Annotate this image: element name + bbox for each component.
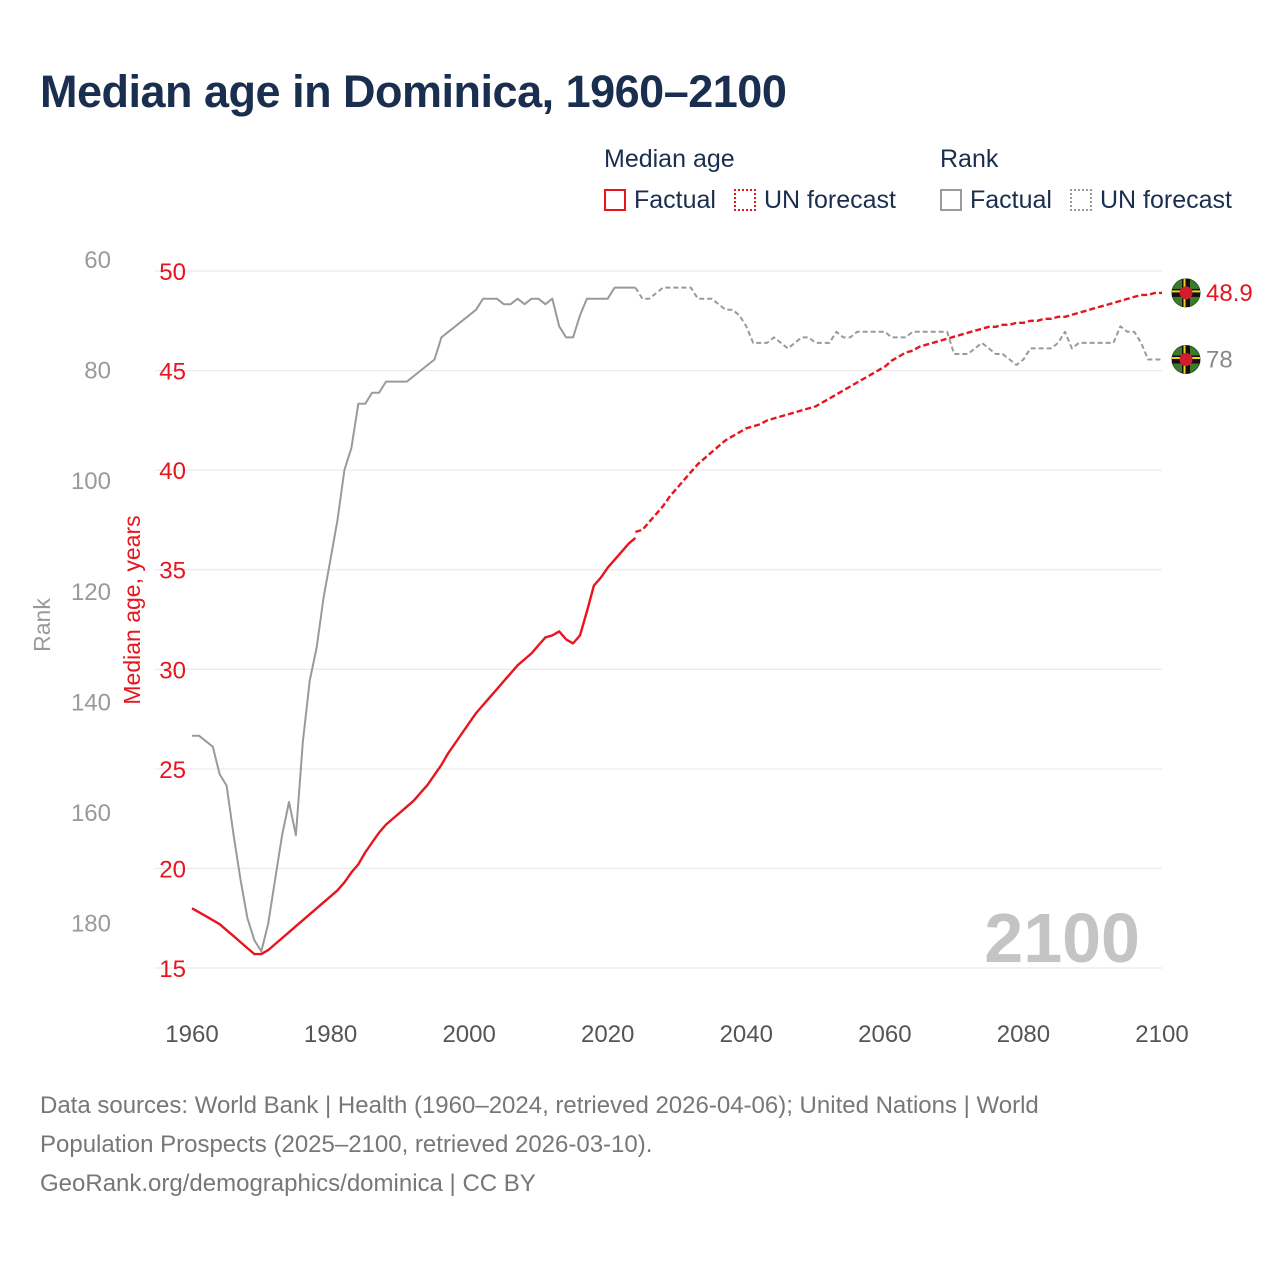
x-axis-ticks: 1960 1980 2000 2020 2040 2060 2080 2100 — [165, 1021, 1188, 1048]
median-tick-40: 40 — [159, 458, 186, 485]
median-tick-15: 15 — [159, 956, 186, 983]
legend-median-title: Median age — [604, 145, 735, 173]
end-markers — [1171, 278, 1201, 375]
rank-tick-160: 160 — [71, 800, 111, 827]
footer-line-1: Data sources: World Bank | Health (1960–… — [40, 1092, 1039, 1119]
legend-swatch-rank-factual — [940, 189, 962, 211]
median-tick-25: 25 — [159, 757, 186, 784]
x-tick-2040: 2040 — [720, 1021, 773, 1048]
year-watermark: 2100 — [984, 899, 1140, 977]
median-tick-50: 50 — [159, 259, 186, 286]
footer-line-2: Population Prospects (2025–2100, retriev… — [40, 1131, 653, 1158]
x-tick-1980: 1980 — [304, 1021, 357, 1048]
legend-label: Factual — [634, 185, 716, 214]
series-lines — [191, 286, 1162, 956]
median-axis-ticks: 15 20 25 30 35 40 45 50 — [159, 259, 186, 983]
median-tick-30: 30 — [159, 657, 186, 684]
gridlines — [155, 270, 1162, 969]
legend-median-age: Median age Factual UN forecast — [604, 140, 914, 222]
legend-rank-title: Rank — [940, 145, 999, 173]
chart-title: Median age in Dominica, 1960–2100 — [40, 66, 787, 117]
rank-line-factual[interactable] — [192, 286, 636, 953]
rank-tick-80: 80 — [84, 358, 111, 385]
rank-tick-60: 60 — [84, 247, 111, 274]
x-tick-2000: 2000 — [442, 1021, 495, 1048]
rank-tick-140: 140 — [71, 689, 111, 716]
chart-plot: 60 80 100 120 140 160 180 15 20 25 30 35 40 45 50 196… — [29, 247, 1253, 1048]
footer-sources: Data sources: World Bank | Health (1960–… — [40, 1086, 1240, 1203]
legend-label: UN forecast — [1099, 185, 1232, 214]
rank-end-flag-icon — [1171, 345, 1201, 375]
x-tick-2060: 2060 — [858, 1021, 911, 1048]
footer-line-3[interactable]: GeoRank.org/demographics/dominica | CC B… — [40, 1170, 536, 1197]
rank-tick-180: 180 — [71, 911, 111, 938]
legend-rank-factual[interactable]: Factual — [940, 186, 1052, 215]
median-age-line-factual[interactable] — [191, 536, 637, 956]
median-age-line-forecast[interactable] — [635, 291, 1162, 534]
legend-median-forecast[interactable]: UN forecast — [733, 185, 896, 215]
legend-swatch-median-factual — [604, 189, 626, 211]
legend-rank: Rank Factual UN forecast — [940, 140, 1250, 222]
legend-median-factual[interactable]: Factual — [604, 186, 716, 215]
median-tick-20: 20 — [159, 856, 186, 883]
x-tick-2080: 2080 — [997, 1021, 1050, 1048]
x-tick-1960: 1960 — [165, 1021, 218, 1048]
rank-axis-label: Rank — [29, 598, 55, 652]
legend-swatch-median-forecast — [733, 189, 756, 211]
rank-tick-120: 120 — [71, 579, 111, 606]
median-axis-label: Median age, years — [119, 515, 145, 704]
legend-swatch-rank-forecast — [1069, 189, 1092, 211]
rank-line-forecast[interactable] — [634, 286, 1162, 366]
rank-tick-100: 100 — [71, 468, 111, 495]
median-tick-35: 35 — [159, 558, 186, 585]
median-end-label: 48.9 — [1206, 280, 1253, 307]
rank-axis-ticks: 60 80 100 120 140 160 180 — [71, 247, 111, 938]
legend-label: UN forecast — [763, 185, 896, 214]
legend-label: Factual — [970, 185, 1052, 214]
legend-rank-forecast[interactable]: UN forecast — [1069, 185, 1232, 215]
x-tick-2100: 2100 — [1135, 1021, 1188, 1048]
rank-end-label: 78 — [1206, 347, 1233, 374]
median-tick-45: 45 — [159, 359, 186, 386]
median-end-flag-icon — [1171, 278, 1201, 308]
x-tick-2020: 2020 — [581, 1021, 634, 1048]
